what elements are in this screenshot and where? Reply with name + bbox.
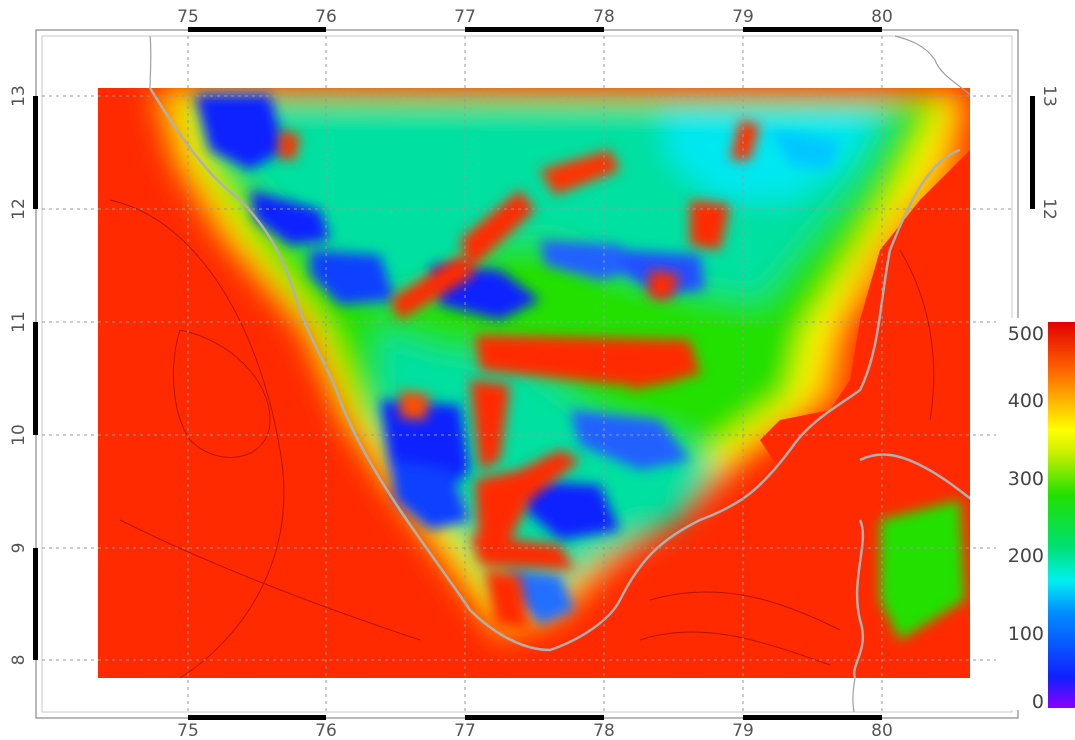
colorbar-tick: 300 xyxy=(1008,468,1044,490)
lat-ticks-right: 12 13 xyxy=(1039,85,1059,220)
lon-tick-top: 79 xyxy=(732,7,754,27)
colorbar-tick: 500 xyxy=(1008,323,1044,345)
topography-field xyxy=(98,88,970,678)
lat-tick-left: 10 xyxy=(9,424,29,446)
lon-tick-top: 77 xyxy=(454,7,476,27)
colorbar: 0 100 200 300 400 500 xyxy=(996,318,1075,713)
lat-tick-right: 12 xyxy=(1039,198,1059,220)
contour-lines xyxy=(109,199,935,678)
lon-ticks-bottom: 75 76 77 78 79 80 xyxy=(177,721,893,740)
colorbar-tick: 100 xyxy=(1008,623,1044,645)
lon-tick-bottom: 75 xyxy=(177,721,199,740)
lon-tick-top: 80 xyxy=(871,7,893,27)
lon-tick-bottom: 80 xyxy=(871,721,893,740)
grid-lines xyxy=(42,36,1012,712)
colorbar-tick: 200 xyxy=(1008,545,1044,567)
lon-tick-bottom: 78 xyxy=(593,721,615,740)
lon-ticks-top: 75 76 77 78 79 80 xyxy=(177,7,893,27)
coastline xyxy=(148,88,970,678)
lon-tick-top: 76 xyxy=(315,7,337,27)
lat-ticks-left: 8 9 10 11 12 13 xyxy=(9,85,29,665)
lon-tick-top: 75 xyxy=(177,7,199,27)
colorbar-tick: 0 xyxy=(1032,691,1044,713)
lat-tick-left: 8 xyxy=(9,655,29,666)
lat-tick-left: 12 xyxy=(9,198,29,220)
lat-tick-left: 13 xyxy=(9,85,29,107)
outer-coastline xyxy=(149,35,971,713)
lat-tick-right: 13 xyxy=(1039,85,1059,107)
lon-tick-bottom: 79 xyxy=(732,721,754,740)
colorbar-gradient xyxy=(1048,322,1075,708)
axis-checker-bars xyxy=(33,27,1035,720)
colorbar-tick: 400 xyxy=(1008,390,1044,412)
lat-tick-left: 9 xyxy=(9,543,29,554)
lon-tick-top: 78 xyxy=(593,7,615,27)
lon-tick-bottom: 77 xyxy=(454,721,476,740)
lat-tick-left: 11 xyxy=(9,311,29,333)
lon-tick-bottom: 76 xyxy=(315,721,337,740)
